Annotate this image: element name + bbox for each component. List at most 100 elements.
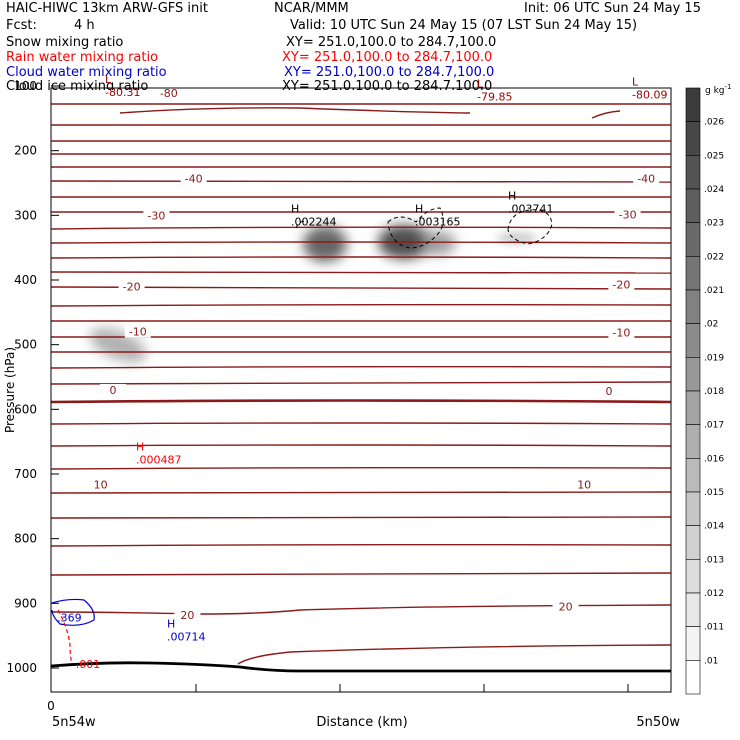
y-axis: 100 200 300 400 500 600 700 800 900 1000 [6, 79, 59, 675]
colorbar-swatch [685, 626, 701, 661]
colorbar-swatch [685, 491, 701, 526]
temp-label: 10 [577, 478, 591, 491]
extremum-value: .000487 [136, 453, 182, 466]
colorbar-label: .013 [704, 555, 724, 565]
ice-contour [387, 207, 444, 249]
temp-label: -10 [129, 326, 147, 339]
temp-label-bg [596, 385, 622, 398]
isotherm [51, 516, 671, 519]
isotherm [51, 604, 671, 615]
colorbar: .026 .025 .024 .023 .022 .021 .02 .019 .018 .017.… [685, 87, 724, 695]
extremum-value: -80.31 [105, 86, 140, 99]
field-xy-cloud-ice: XY= 251.0,100.0 to 284.7,100.0 [282, 80, 493, 90]
y-tick-label: 600 [14, 402, 37, 416]
extremum-value: -79.85 [477, 91, 512, 104]
y-tick-label: 300 [14, 208, 37, 222]
extrema-labels: L-80.31L-79.85L-80.09H.002244H.003165H.0… [57, 73, 667, 671]
temp-label: 0 [606, 385, 613, 398]
isotherm [51, 491, 671, 494]
isotherm [51, 572, 671, 576]
x-ticks [50, 684, 629, 692]
temp-label-bg [155, 87, 182, 100]
colorbar-label: .016 [704, 454, 724, 464]
org-label: NCAR/MMM [274, 1, 349, 16]
valid-time: Valid: 10 UTC Sun 24 May 15 (07 LST Sun … [290, 18, 638, 33]
field-xy-cloud-water: XY= 251.0,100.0 to 284.7,100.0 [284, 65, 495, 80]
extremum-value: .003741 [508, 202, 554, 215]
x-start-label: 5n54w [52, 715, 96, 730]
isotherm [51, 226, 671, 230]
temp-label: 20 [180, 609, 194, 622]
temp-label-bg [143, 209, 170, 222]
init-time: Init: 06 UTC Sun 24 May 15 [524, 1, 701, 16]
colorbar-swatch [685, 592, 701, 627]
colorbar-label: .014 [704, 522, 724, 532]
temp-label: 10 [94, 478, 108, 491]
colorbar-label: .021 [704, 286, 724, 296]
colorbar-label: .022 [704, 252, 724, 262]
colorbar-label: .01 [704, 656, 718, 666]
extremum-type: H [167, 617, 175, 630]
y-tick-label: 200 [14, 144, 37, 158]
temp-label: -30 [619, 209, 637, 222]
y-tick-label: 800 [14, 532, 37, 546]
colorbar-label: .019 [704, 353, 724, 363]
temp-label-bg [608, 326, 635, 339]
temp-label-bg [552, 600, 579, 613]
isotherm [51, 444, 671, 447]
temp-label: -80 [160, 87, 178, 100]
isotherm [51, 303, 671, 307]
isotherm [51, 422, 671, 425]
colorbar-label: .015 [704, 488, 724, 498]
isotherm [119, 107, 471, 114]
ice-blob-4 [497, 232, 537, 244]
colorbar-label: .011 [704, 623, 724, 633]
colorbar-unit: g kg-1 [705, 83, 731, 96]
isotherm [51, 381, 671, 385]
extremum-type: L [477, 78, 484, 91]
temperature-labels: -80 -40 -40 -30 -30 -20 -20 -10 -10 0 0 10 10 20 20 [87, 87, 660, 622]
colorbar-label: .024 [704, 185, 724, 195]
x-axis-title: Distance (km) [316, 715, 407, 730]
isotherm [591, 110, 621, 119]
model-title: HAIC-HIWC 13km ARW-GFS init [6, 1, 208, 16]
temp-label-bg [100, 383, 126, 396]
colorbar-label: .012 [704, 589, 724, 599]
y-axis-title: Pressure (hPa) [3, 347, 17, 433]
temp-label: -40 [185, 172, 203, 185]
rain-water-contour [57, 609, 73, 666]
y-tick-label: 400 [14, 273, 37, 287]
colorbar-label: .018 [704, 387, 724, 397]
extremum-value: .00714 [167, 630, 206, 643]
temp-label-bg [87, 478, 114, 491]
temp-label-bg [633, 172, 660, 185]
isotherm [51, 180, 671, 183]
y-tick-label: 500 [14, 338, 37, 352]
temp-label: -10 [612, 326, 630, 339]
ice-shading [89, 225, 537, 363]
ice-blob-1 [303, 226, 347, 262]
ice-contours [295, 207, 553, 249]
colorbar-swatch [685, 357, 701, 392]
extremum-type: L [105, 73, 112, 86]
temp-label-bg [180, 172, 207, 185]
extremum-type: H [291, 202, 299, 215]
colorbar-swatch [685, 121, 701, 156]
temp-label-bg [124, 325, 151, 338]
colorbar-swatch [685, 424, 701, 459]
temp-label: -40 [637, 172, 655, 185]
y-tick-label: 100 [14, 79, 37, 93]
contour-value-label: .001 [76, 658, 101, 671]
extremum-type: H [136, 440, 144, 453]
y-tick-label: 1000 [6, 661, 37, 675]
temp-label: 20 [559, 601, 573, 614]
isotherm [51, 256, 671, 259]
isotherm [51, 399, 671, 404]
isotherm [51, 466, 671, 470]
colorbar-swatch [685, 323, 701, 358]
colorbar-swatch [685, 559, 701, 594]
y-tick-label: 700 [14, 467, 37, 481]
colorbar-label: .026 [704, 118, 724, 128]
plot-frame [50, 87, 672, 693]
